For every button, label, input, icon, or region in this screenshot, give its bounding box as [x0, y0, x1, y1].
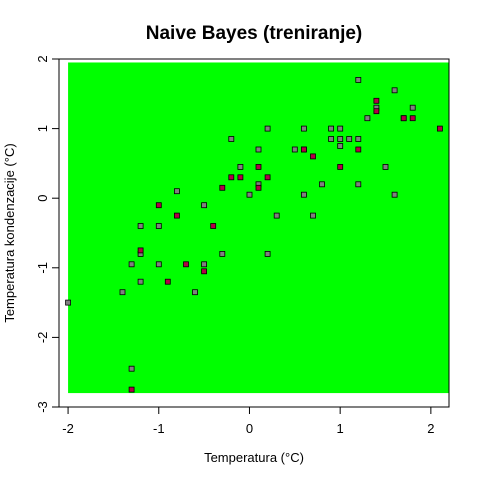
data-point — [391, 191, 398, 198]
data-point — [65, 299, 71, 306]
data-point — [164, 278, 171, 285]
data-point — [155, 202, 162, 209]
x-tick-label: 2 — [427, 421, 434, 436]
data-point — [400, 115, 407, 122]
data-point — [436, 125, 443, 132]
y-axis: -3 -2 -1 0 1 2 — [35, 55, 60, 413]
data-point — [337, 163, 344, 170]
x-tick-label: -2 — [62, 421, 74, 436]
data-point — [264, 125, 271, 132]
data-point — [319, 181, 325, 188]
y-tick-label: 1 — [35, 125, 50, 132]
data-point — [128, 261, 135, 268]
data-point — [128, 386, 135, 393]
data-point — [346, 136, 353, 142]
data-point — [137, 223, 144, 229]
x-axis-label: Temperatura (°C) — [204, 450, 304, 465]
data-point — [219, 250, 226, 257]
data-point — [183, 261, 189, 268]
data-point — [155, 223, 162, 229]
data-point — [201, 268, 208, 275]
data-point — [264, 250, 271, 257]
data-point — [210, 223, 217, 229]
chart-title: Naive Bayes (treniranje) — [146, 23, 363, 44]
x-axis: -2 -1 0 1 2 — [62, 406, 434, 436]
data-point — [382, 163, 389, 170]
data-point — [237, 163, 244, 170]
data-point — [355, 181, 362, 188]
data-point — [201, 202, 208, 209]
data-point — [300, 191, 307, 198]
y-tick-label: -2 — [35, 332, 50, 344]
data-point — [219, 184, 226, 191]
y-tick-label: -1 — [35, 262, 50, 274]
data-point — [328, 136, 335, 142]
data-point — [355, 146, 362, 153]
data-point — [291, 146, 298, 153]
y-tick-label: 0 — [35, 195, 50, 202]
data-point — [373, 108, 380, 115]
data-point — [409, 115, 416, 122]
data-points — [65, 77, 443, 393]
decision-region-green — [68, 62, 450, 394]
data-point — [192, 289, 198, 296]
data-point — [300, 125, 307, 132]
data-point — [337, 136, 344, 142]
data-point — [173, 188, 180, 195]
data-point — [119, 289, 126, 296]
data-point — [364, 115, 371, 122]
data-point — [201, 261, 208, 268]
data-point — [255, 146, 262, 153]
data-point — [310, 153, 316, 160]
data-point — [246, 191, 253, 198]
data-point — [137, 278, 144, 285]
data-point — [228, 174, 235, 181]
x-tick-label: -1 — [153, 421, 165, 436]
data-point — [391, 87, 398, 94]
y-tick-label: -3 — [35, 401, 50, 413]
data-point — [273, 212, 280, 219]
data-point — [255, 184, 262, 191]
data-point — [228, 136, 235, 142]
data-point — [255, 163, 262, 170]
data-point — [264, 174, 271, 181]
y-axis-label: Temperatura kondenzacije (°C) — [2, 143, 17, 322]
data-point — [409, 104, 416, 111]
data-point — [328, 125, 335, 132]
data-point — [237, 174, 244, 181]
data-point — [373, 97, 380, 104]
y-tick-label: 2 — [35, 55, 50, 62]
data-point — [155, 261, 162, 268]
data-point — [355, 136, 362, 142]
x-tick-label: 1 — [337, 421, 344, 436]
x-tick-label: 0 — [246, 421, 253, 436]
data-point — [337, 143, 344, 149]
data-point — [173, 212, 180, 219]
data-point — [137, 247, 144, 254]
data-point — [337, 125, 344, 132]
data-point — [128, 365, 135, 372]
data-point — [310, 212, 316, 219]
data-point — [355, 77, 362, 83]
data-point — [300, 146, 307, 153]
